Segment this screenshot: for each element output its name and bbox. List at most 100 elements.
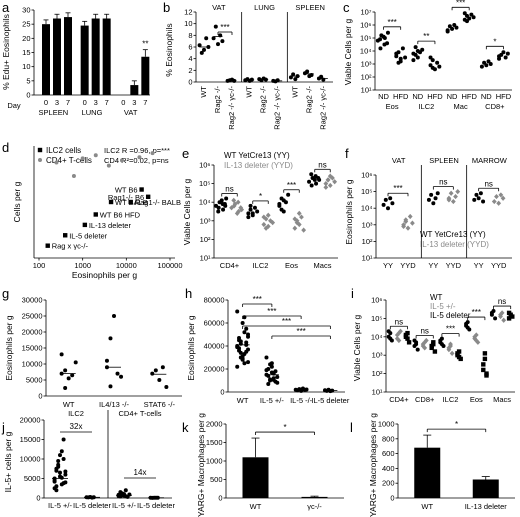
x-tick-label: YYD: [400, 261, 416, 270]
data-point: [204, 36, 209, 41]
data-point: [414, 342, 419, 347]
data-point: [58, 453, 62, 458]
x-tick-label: IL4/13 -/-: [99, 400, 130, 409]
x-tick-label: IL-5 -/-: [290, 396, 313, 405]
data-point: [299, 214, 304, 220]
group-label: MARROW: [472, 156, 508, 165]
data-point: [255, 209, 260, 214]
data-point: [396, 60, 401, 65]
x-tick-label: WT: [245, 86, 254, 98]
data-point: [462, 11, 467, 16]
data-point: [301, 227, 307, 233]
data-point: [199, 50, 204, 55]
data-point: [216, 42, 220, 47]
data-point: [332, 179, 338, 185]
y-axis-label: Viable Cells per g: [352, 314, 362, 381]
data-point: [108, 336, 113, 341]
data-point: [316, 176, 321, 181]
y-tick-label: 5: [26, 76, 30, 85]
significance-label: ***: [253, 295, 262, 304]
x-tick-label: IL-5 +/-: [112, 501, 136, 510]
y-tick-label: 20: [22, 34, 30, 43]
data-point: [244, 340, 249, 345]
data-point: [431, 201, 436, 206]
group-label: LUNG: [82, 108, 103, 117]
x-tick-label: Rag2 -/- γc-/-: [318, 86, 327, 130]
data-point: [224, 196, 229, 201]
panel-letter: l: [350, 420, 353, 435]
data-point: [70, 373, 75, 378]
data-point: [268, 362, 273, 367]
data-point: [398, 56, 403, 61]
point-label: Rag1-/- BALB: [135, 198, 181, 207]
bar: [472, 479, 499, 498]
data-point: [323, 181, 329, 187]
panel-letter: a: [2, 0, 10, 15]
data-point: [150, 151, 155, 156]
x-tick-label: 0: [83, 98, 87, 107]
y-tick-label: 0: [36, 494, 40, 503]
data-point: [63, 469, 68, 474]
panel-letter: i: [351, 286, 354, 301]
data-point: [216, 209, 221, 214]
data-point: [59, 371, 64, 376]
x-axis-label: Day: [7, 101, 21, 110]
data-point: [160, 365, 165, 370]
data-point: [286, 192, 291, 197]
data-point: [493, 316, 498, 321]
data-point: [474, 192, 479, 197]
data-point: [406, 340, 412, 345]
cell-type-label: Eos: [470, 395, 483, 404]
panel-letter: j: [1, 420, 5, 435]
data-point: [213, 24, 218, 29]
data-point: [309, 172, 314, 177]
x-tick-label: YY: [428, 261, 438, 270]
x-tick-label: WT: [63, 400, 75, 409]
data-point: [63, 386, 68, 390]
data-point: [388, 336, 393, 341]
data-point: [476, 196, 481, 201]
bar: [91, 18, 100, 95]
data-point: [112, 314, 116, 318]
fold-change-label: 14x: [134, 468, 147, 477]
data-point: [119, 374, 124, 379]
data-point: [456, 354, 462, 360]
significance-label: ns: [318, 160, 326, 169]
x-tick-label: HFD: [427, 92, 443, 101]
significance-label: ***: [387, 18, 396, 27]
x-tick-label: IL-5 +/-: [260, 396, 284, 405]
panel-g: g 0 5000 10000 15000 20000 25000 30000 Eosinophi…: [2, 286, 182, 409]
bar: [64, 17, 72, 95]
data-point: [426, 197, 431, 202]
data-point: [221, 207, 226, 212]
data-point: [268, 377, 273, 382]
y-tick-label: 8: [188, 31, 192, 40]
data-point: [269, 370, 274, 375]
y-axis-label: Viable Cells per g: [343, 18, 353, 85]
y-tick-label: 15000: [20, 435, 41, 444]
data-point: [54, 466, 59, 471]
data-point: [448, 190, 454, 196]
data-point: [265, 223, 271, 229]
x-tick-label: HFD: [496, 92, 512, 101]
data-point: [413, 45, 418, 50]
y-tick-label: 20000: [22, 328, 43, 337]
data-point: [127, 492, 132, 497]
y-tick-label: 12: [184, 8, 192, 17]
data-point: [63, 233, 68, 238]
data-point: [291, 72, 296, 77]
x-tick-label: ND: [447, 92, 458, 101]
data-point: [232, 78, 237, 83]
x-tick-label: Rag2 -/-: [259, 85, 268, 113]
data-point: [106, 163, 111, 168]
y-axis-label: IL-5+ cells per g: [3, 431, 13, 492]
data-point: [449, 350, 455, 356]
y-tick-label: 10⁶: [371, 296, 382, 305]
significance-label: **: [142, 40, 148, 49]
data-point: [446, 345, 452, 351]
data-point: [428, 55, 433, 60]
y-tick-label: 6: [188, 43, 192, 52]
data-point: [137, 155, 142, 160]
data-point: [296, 221, 302, 228]
